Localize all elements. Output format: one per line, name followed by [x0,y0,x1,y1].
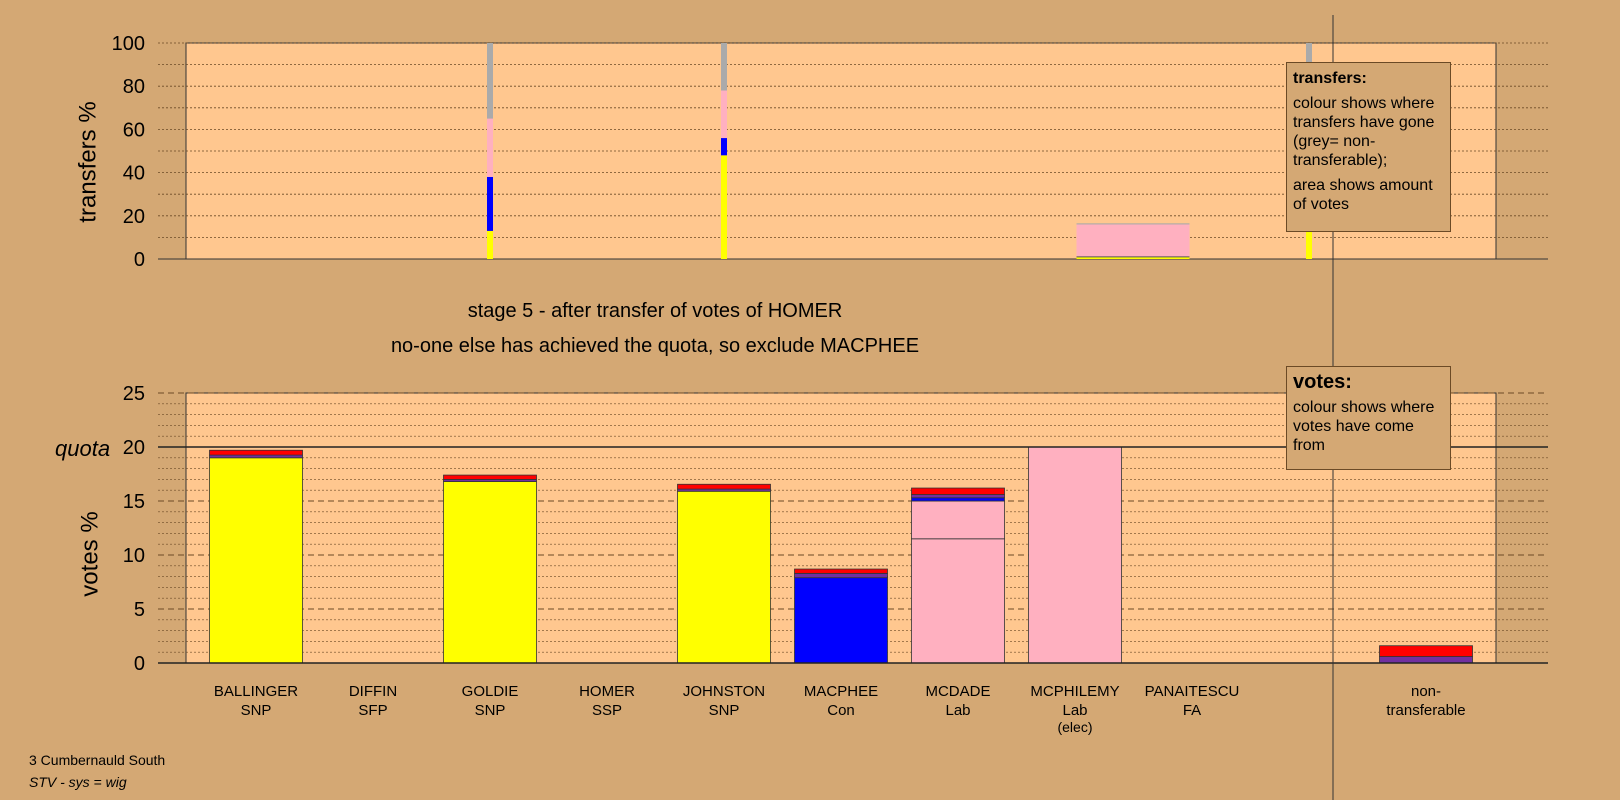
transfer-segment [1306,222,1312,259]
votes-tick-label: 0 [134,653,145,675]
transfers-legend-title: transfers: [1293,70,1367,87]
votes-tick-label: 5 [134,599,145,621]
candidate-party-label: transferable [1386,702,1465,719]
candidate-party-label: SFP [358,702,387,719]
transfer-block-segment [1076,223,1190,225]
transfers-legend-line2: area shows amount of votes [1293,177,1433,213]
candidate-party-label: FA [1183,702,1201,719]
candidate-party-label: SNP [241,702,272,719]
transfer-segment [487,230,493,259]
candidate-party-label: Lab [1062,702,1087,719]
transfers-tick-label: 40 [123,163,145,185]
candidate-party-label: Con [827,702,855,719]
transfers-tick-label: 100 [112,33,145,55]
vote-bar-segment [443,474,537,480]
transfer-segment [487,43,493,119]
candidate-name-label: MCPHILEMY [1030,683,1119,700]
vote-bar-segment [443,481,537,664]
transfers-tick-label: 0 [134,249,145,271]
votes-legend-title: votes: [1293,371,1352,393]
candidate-party-label: Lab [945,702,970,719]
candidate-name-label: HOMER [579,683,635,700]
candidate-status-label: (elec) [1057,719,1092,735]
transfer-segment [721,43,727,91]
transfers-axis-label: transfers % [74,101,102,223]
vote-bar-segment [911,494,1005,499]
vote-bar-segment [794,577,888,664]
candidate-name-label: DIFFIN [349,683,397,700]
vote-bar-segment [1028,446,1122,664]
quota-label: quota [55,436,111,461]
transfer-segment [487,118,493,177]
candidate-name-label: PANAITESCU [1145,683,1240,700]
candidate-name-label: BALLINGER [214,683,298,700]
ward-name: 3 Cumbernauld South [29,752,166,768]
votes-legend-line1: colour shows where votes have come from [1293,399,1435,454]
candidate-name-label: GOLDIE [462,683,519,700]
system-note: STV - sys = wig [29,774,127,790]
candidate-name-label: MCDADE [925,683,990,700]
transfer-segment [721,155,727,259]
vote-bar-segment [794,572,888,579]
votes-tick-label: 20 [123,437,145,459]
votes-tick-label: 15 [123,491,145,513]
votes-tick-label: 10 [123,545,145,567]
votes-tick-label: 25 [123,383,145,405]
vote-bar-segment [677,490,771,664]
transfers-legend-box: transfers: colour shows where transfers … [1286,62,1451,232]
vote-bar-segment [911,487,1005,495]
candidate-party-label: SNP [475,702,506,719]
candidate-name-label: non- [1411,683,1441,700]
vote-bar-segment [911,497,1005,502]
candidate-party-label: SNP [709,702,740,719]
vote-bar-segment [794,568,888,574]
transfers-tick-label: 60 [123,119,145,141]
transfer-segment [721,138,727,156]
vote-bar-segment [209,454,303,459]
transfers-tick-label: 20 [123,206,145,228]
votes-legend-box: votes: colour shows where votes have com… [1286,366,1451,470]
vote-bar-segment [1379,645,1473,657]
vote-bar-segment [911,538,1005,664]
status-caption: no-one else has achieved the quota, so e… [390,335,920,357]
transfer-segment [721,90,727,139]
transfer-block-segment [1076,224,1190,257]
vote-bar-segment [911,500,1005,540]
candidate-name-label: MACPHEE [804,683,878,700]
transfer-block-segment [1076,256,1190,259]
transfers-tick-label: 80 [123,76,145,98]
vote-bar-segment [1379,656,1473,664]
votes-axis-label: votes % [76,511,104,597]
stage-caption: stage 5 - after transfer of votes of HOM… [467,300,843,322]
candidate-name-label: JOHNSTON [683,683,765,700]
vote-bar-segment [677,483,771,490]
vote-bar-segment [209,457,303,664]
transfers-plot-area [185,42,1497,260]
vote-bar-segment [209,449,303,456]
transfer-segment [487,176,493,231]
candidate-party-label: SSP [592,702,622,719]
transfers-legend-line1: colour shows where transfers have gone (… [1293,95,1435,169]
